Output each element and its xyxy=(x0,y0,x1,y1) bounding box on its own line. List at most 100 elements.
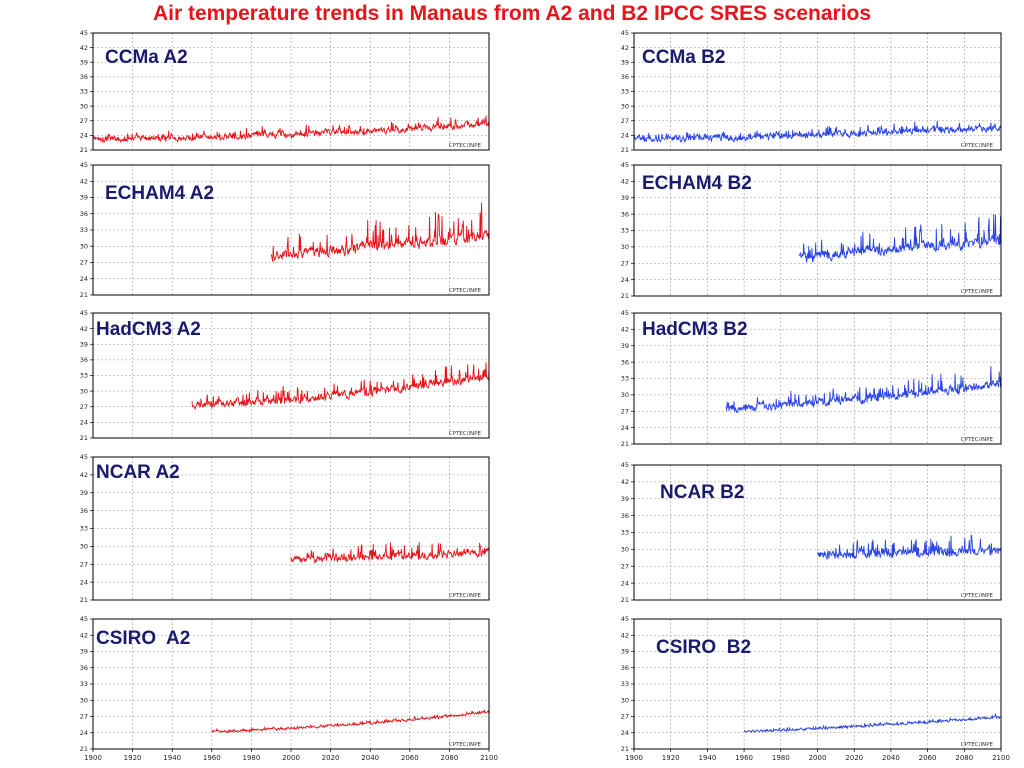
x-tick-label: 2000 xyxy=(282,754,300,762)
y-tick-label: 21 xyxy=(80,291,88,299)
chart-svg: 21 24 27 30 33 36 39 42 45 CPTEC/INPE CCMa B2 xyxy=(621,29,1002,154)
x-tick-label: 1920 xyxy=(124,754,142,762)
y-tick-label: 39 xyxy=(80,58,88,66)
y-tick-label: 39 xyxy=(621,58,629,66)
y-tick-label: 39 xyxy=(80,648,88,656)
chart-panel-hadcm3-b2: 21 24 27 30 33 36 39 42 45 CPTEC/INPE HadCM3 B2 xyxy=(610,309,1002,448)
y-tick-label: 45 xyxy=(621,615,629,623)
y-tick-label: 45 xyxy=(621,29,629,37)
chart-title: HadCM3 A2 xyxy=(96,319,201,340)
y-tick-label: 39 xyxy=(621,648,629,656)
y-tick-label: 42 xyxy=(80,631,88,639)
chart-svg: 21 24 27 30 33 36 39 42 45 CPTEC/INPE ECHAM4 A2 xyxy=(80,161,490,299)
plot-frame xyxy=(633,32,1002,151)
y-tick-label: 33 xyxy=(621,375,629,383)
y-tick-label: 36 xyxy=(621,73,629,81)
chart-svg: 21 24 27 30 33 36 39 42 45 CPTEC/INPE HadCM3 A2 xyxy=(80,309,490,442)
y-tick-label: 42 xyxy=(621,631,629,639)
y-tick-label: 36 xyxy=(621,664,629,672)
y-tick-label: 42 xyxy=(80,471,88,479)
y-tick-label: 24 xyxy=(621,579,629,587)
series-line xyxy=(798,214,1002,263)
y-tick-label: 33 xyxy=(80,88,88,96)
x-tick-label: 1920 xyxy=(662,754,680,762)
y-tick-label: 42 xyxy=(80,177,88,185)
y-tick-label: 24 xyxy=(621,132,629,140)
y-tick-label: 45 xyxy=(80,309,88,317)
y-tick-label: 24 xyxy=(80,729,88,737)
chart-svg: 21 24 27 30 33 36 39 42 45 1900 1920 1940 1960 1980 20… xyxy=(621,615,1010,762)
chart-svg: 21 24 27 30 33 36 39 42 45 CPTEC/INPE NCAR B2 xyxy=(621,461,1002,604)
y-tick-label: 36 xyxy=(80,210,88,218)
y-tick-label: 39 xyxy=(621,194,629,202)
x-tick-label: 2060 xyxy=(919,754,937,762)
y-tick-label: 30 xyxy=(621,696,629,704)
chart-panel-echam4-b2: 21 24 27 30 33 36 39 42 45 CPTEC/INPE ECHAM4 B2 xyxy=(610,161,1002,300)
plot-frame xyxy=(633,618,1002,750)
chart-panel-echam4-a2: 21 24 27 30 33 36 39 42 45 CPTEC/INPE ECHAM4 A2 xyxy=(69,161,490,299)
x-tick-label: 2060 xyxy=(401,754,419,762)
credit-label: CPTEC/INPE xyxy=(961,742,994,748)
chart-svg: 21 24 27 30 33 36 39 42 45 CPTEC/INPE CCMa A2 xyxy=(80,29,490,154)
x-tick-label: 2100 xyxy=(992,754,1010,762)
x-tick-label: 1940 xyxy=(698,754,716,762)
chart-svg: 21 24 27 30 33 36 39 42 45 CPTEC/INPE NCAR A2 xyxy=(80,453,490,604)
y-tick-label: 27 xyxy=(621,562,629,570)
page-title: Air temperature trends in Manaus from A2… xyxy=(152,2,872,25)
series-line xyxy=(725,366,1002,414)
chart-title: NCAR A2 xyxy=(96,462,180,483)
y-tick-label: 21 xyxy=(621,745,629,753)
plot-frame xyxy=(92,618,490,750)
y-tick-label: 39 xyxy=(80,340,88,348)
y-tick-label: 30 xyxy=(621,243,629,251)
y-tick-label: 27 xyxy=(621,117,629,125)
y-tick-label: 33 xyxy=(80,525,88,533)
y-tick-label: 30 xyxy=(80,696,88,704)
x-tick-label: 1980 xyxy=(772,754,790,762)
credit-label: CPTEC/INPE xyxy=(449,742,482,748)
y-tick-label: 45 xyxy=(621,461,629,469)
y-tick-label: 42 xyxy=(80,325,88,333)
y-tick-label: 30 xyxy=(80,102,88,110)
credit-label: CPTEC/INPE xyxy=(449,431,482,437)
y-tick-label: 33 xyxy=(80,372,88,380)
x-tick-label: 2040 xyxy=(882,754,900,762)
x-tick-label: 2100 xyxy=(480,754,498,762)
y-tick-label: 33 xyxy=(80,226,88,234)
y-tick-label: 33 xyxy=(621,227,629,235)
y-tick-label: 24 xyxy=(621,424,629,432)
y-tick-label: 36 xyxy=(80,356,88,364)
credit-label: CPTEC/INPE xyxy=(961,437,994,443)
y-tick-label: 36 xyxy=(80,507,88,515)
y-tick-label: 27 xyxy=(621,259,629,267)
y-tick-label: 21 xyxy=(621,146,629,154)
y-tick-label: 24 xyxy=(621,729,629,737)
y-tick-label: 27 xyxy=(80,403,88,411)
y-tick-label: 33 xyxy=(621,680,629,688)
chart-svg: 21 24 27 30 33 36 39 42 45 CPTEC/INPE ECHAM4 B2 xyxy=(621,161,1002,300)
chart-panel-csiro-a2: 21 24 27 30 33 36 39 42 45 1900 1920 1940 1960 1980 20… xyxy=(69,615,498,763)
x-tick-label: 1980 xyxy=(242,754,260,762)
series-line xyxy=(191,362,490,411)
y-tick-label: 27 xyxy=(80,117,88,125)
y-tick-label: 42 xyxy=(621,44,629,52)
chart-panel-hadcm3-a2: 21 24 27 30 33 36 39 42 45 CPTEC/INPE HadCM3 A2 xyxy=(69,309,490,442)
y-tick-label: 27 xyxy=(80,560,88,568)
y-tick-label: 27 xyxy=(80,713,88,721)
y-tick-label: 45 xyxy=(80,29,88,37)
x-tick-label: 1960 xyxy=(203,754,221,762)
chart-panel-ncar-b2: 21 24 27 30 33 36 39 42 45 CPTEC/INPE NCAR B2 xyxy=(610,461,1002,604)
x-tick-label: 2020 xyxy=(845,754,863,762)
x-tick-label: 1940 xyxy=(163,754,181,762)
x-tick-label: 2080 xyxy=(955,754,973,762)
y-tick-label: 39 xyxy=(80,489,88,497)
y-tick-label: 42 xyxy=(621,178,629,186)
plot-frame xyxy=(92,164,490,296)
plot-frame xyxy=(633,464,1002,601)
y-tick-label: 27 xyxy=(621,407,629,415)
credit-label: CPTEC/INPE xyxy=(449,288,482,294)
plot-frame xyxy=(633,164,1002,297)
y-tick-label: 33 xyxy=(80,680,88,688)
series-line xyxy=(633,120,1002,144)
y-tick-label: 21 xyxy=(80,146,88,154)
